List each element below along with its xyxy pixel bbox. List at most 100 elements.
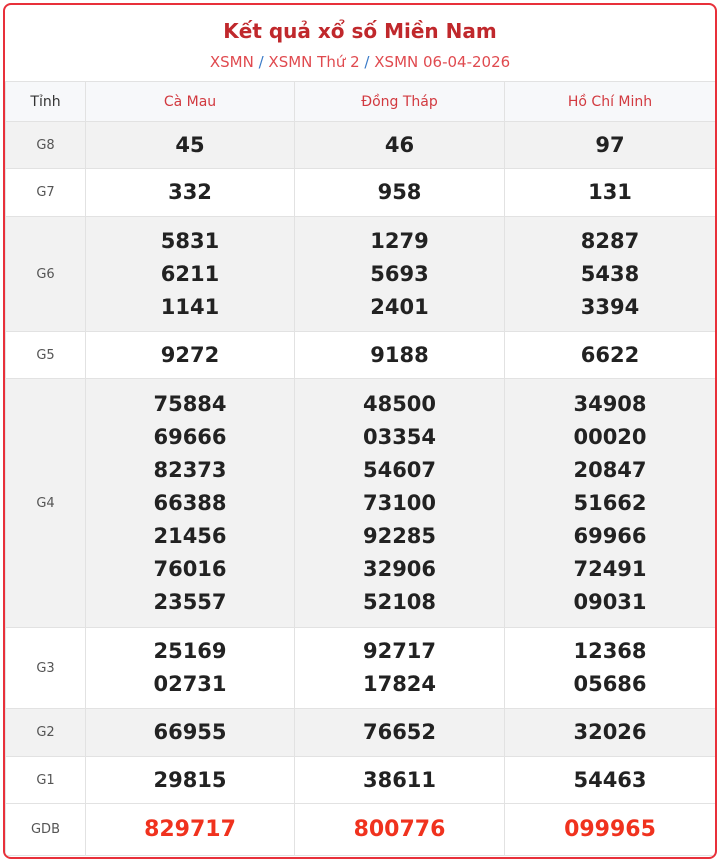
prize-label: G4: [5, 378, 86, 628]
prize-number: 6622: [580, 342, 640, 367]
prize-number: 00020: [573, 424, 647, 449]
prize-number: 17824: [362, 672, 437, 696]
prize-number: 1141: [160, 294, 220, 319]
prize-number: 332: [168, 180, 212, 204]
prize-number: 51662: [573, 490, 647, 515]
prize-cell: 34908 00020 20847 51662 69966 72491 09031: [504, 378, 715, 628]
prize-number: 38611: [362, 767, 437, 792]
breadcrumb-xsmn-date[interactable]: XSMN 06-04-2026: [374, 53, 511, 71]
prize-label: G5: [5, 331, 86, 379]
prize-cell: 5831 6211 1141: [85, 216, 295, 332]
prize-number: 66955: [153, 720, 227, 744]
prize-number: 1279: [370, 228, 429, 253]
prize-label: G7: [5, 168, 86, 217]
prize-cell: 45: [85, 121, 295, 169]
prize-number: 92717: [362, 639, 437, 663]
prize-number: 131: [588, 180, 632, 204]
prize-number: 829717: [144, 817, 236, 842]
prize-number: 54607: [362, 457, 437, 482]
prize-number: 6211: [160, 261, 220, 286]
prize-number: 34908: [573, 391, 647, 416]
breadcrumb-separator: /: [364, 53, 370, 71]
province-ho-chi-minh[interactable]: Hồ Chí Minh: [504, 81, 715, 122]
prize-cell: 800776: [294, 803, 505, 856]
prize-number: 02731: [153, 672, 227, 696]
results-table: Tỉnh Cà Mau Đồng Tháp Hồ Chí Minh G8 45 46…: [5, 81, 715, 856]
prize-number: 2401: [370, 294, 429, 319]
prize-number: 09031: [573, 589, 647, 614]
prize-cell: 131: [504, 168, 715, 217]
prize-cell: 75884 69666 82373 66388 21456 76016 23557: [85, 378, 295, 628]
prize-number: 66388: [153, 490, 227, 515]
prize-number: 76016: [153, 556, 227, 581]
prize-cell: 829717: [85, 803, 295, 856]
prize-number: 75884: [153, 391, 227, 416]
prize-number: 3394: [580, 294, 640, 319]
prize-cell: 6622: [504, 331, 715, 379]
prize-number: 46: [384, 132, 415, 157]
prize-number: 958: [377, 180, 422, 204]
prize-row-gdb: GDB 829717 800776 099965: [5, 803, 715, 856]
prize-cell: 46: [294, 121, 505, 169]
prize-row-g5: G5 9272 9188 6622: [5, 331, 715, 379]
prize-cell: 25169 02731: [85, 627, 295, 709]
prize-label: G6: [5, 216, 86, 332]
prize-row-g7: G7 332 958 131: [5, 168, 715, 217]
prize-number: 76652: [362, 720, 437, 744]
prize-row-g6: G6 5831 6211 1141 1279 5693 2401 8287 5438 3394: [5, 216, 715, 332]
prize-number: 82373: [153, 457, 227, 482]
prize-number: 03354: [362, 424, 437, 449]
prize-cell: 12368 05686: [504, 627, 715, 709]
prize-cell: 8287 5438 3394: [504, 216, 715, 332]
prize-label: G1: [5, 756, 86, 804]
prize-cell: 332: [85, 168, 295, 217]
prize-number: 32906: [362, 556, 437, 581]
prize-number: 5831: [160, 228, 220, 253]
prize-number: 21456: [153, 523, 227, 548]
prize-number: 73100: [362, 490, 437, 515]
prize-number: 8287: [580, 228, 640, 253]
prize-cell: 92717 17824: [294, 627, 505, 709]
prize-number: 29815: [153, 767, 227, 792]
breadcrumb-xsmn[interactable]: XSMN: [209, 53, 254, 71]
prize-row-g2: G2 66955 76652 32026: [5, 708, 715, 757]
prize-number: 5438: [580, 261, 640, 286]
breadcrumb-separator: /: [258, 53, 264, 71]
prize-number: 20847: [573, 457, 647, 482]
prize-cell: 38611: [294, 756, 505, 804]
prize-cell: 32026: [504, 708, 715, 757]
prize-number: 92285: [362, 523, 437, 548]
breadcrumb-xsmn-thu-2[interactable]: XSMN Thứ 2: [268, 53, 360, 71]
province-ca-mau[interactable]: Cà Mau: [85, 81, 295, 122]
province-dong-thap[interactable]: Đồng Tháp: [294, 81, 505, 122]
prize-number: 23557: [153, 589, 227, 614]
prize-number: 800776: [353, 817, 446, 842]
prize-label: G2: [5, 708, 86, 757]
prize-number: 45: [175, 132, 205, 157]
prize-number: 9272: [160, 342, 220, 367]
page-title: Kết quả xổ số Miền Nam: [223, 19, 497, 43]
prize-number: 12368: [573, 639, 647, 663]
prize-number: 5693: [370, 261, 429, 286]
prize-cell: 54463: [504, 756, 715, 804]
prize-number: 05686: [573, 672, 647, 696]
prize-number: 52108: [362, 589, 437, 614]
prize-label: G3: [5, 627, 86, 709]
province-header: Tỉnh: [5, 81, 86, 122]
prize-number: 69966: [573, 523, 647, 548]
prize-cell: 97: [504, 121, 715, 169]
prize-row-g1: G1 29815 38611 54463: [5, 756, 715, 804]
prize-number: 099965: [564, 817, 656, 842]
breadcrumb: XSMN / XSMN Thứ 2 / XSMN 06-04-2026: [5, 47, 715, 77]
prize-label: GDB: [5, 803, 86, 856]
prize-row-g3: G3 25169 02731 92717 17824 12368 05686: [5, 627, 715, 709]
prize-row-g4: G4 75884 69666 82373 66388 21456 76016 23557 485…: [5, 378, 715, 628]
prize-cell: 29815: [85, 756, 295, 804]
prize-row-g8: G8 45 46 97: [5, 121, 715, 169]
prize-number: 48500: [362, 391, 437, 416]
prize-label: G8: [5, 121, 86, 169]
prize-cell: 76652: [294, 708, 505, 757]
prize-cell: 9188: [294, 331, 505, 379]
prize-number: 69666: [153, 424, 227, 449]
results-card: Kết quả xổ số Miền Nam XSMN / XSMN Thứ 2…: [3, 3, 717, 859]
